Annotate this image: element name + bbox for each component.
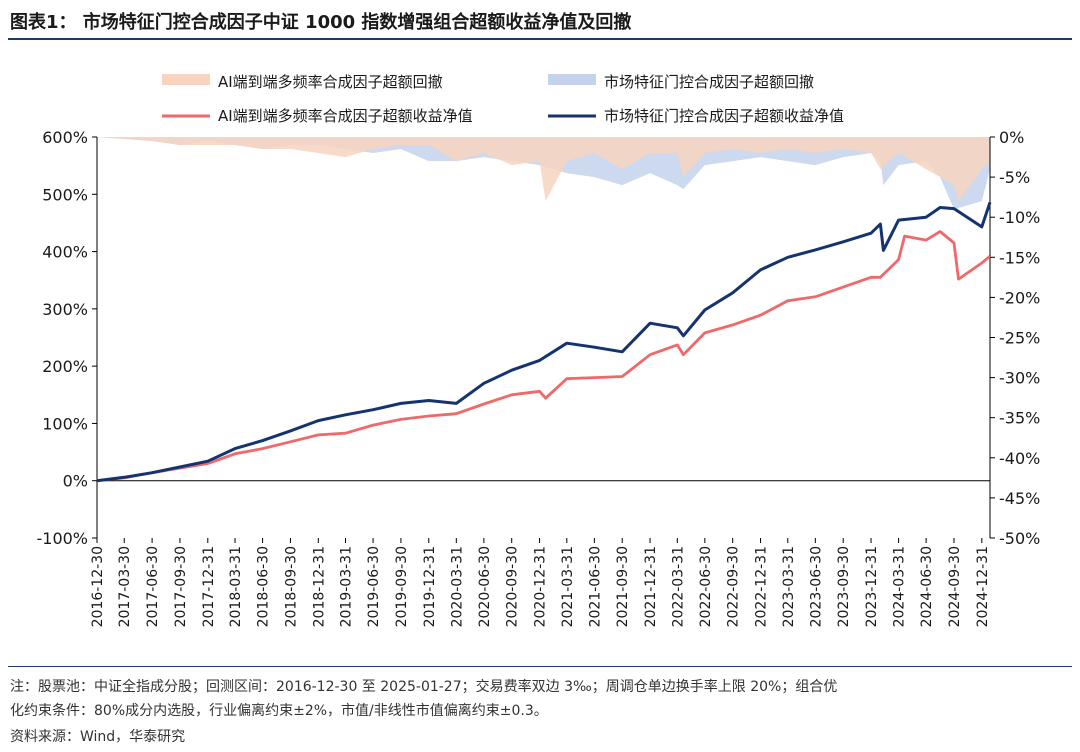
y-right-tick-label: -35%	[999, 409, 1040, 428]
x-tick-label: 2022-12-31	[754, 546, 770, 627]
y-right-tick-label: -25%	[999, 329, 1040, 348]
x-tick-label: 2024-09-30	[947, 546, 963, 627]
x-tick-label: 2020-09-30	[505, 546, 521, 627]
x-tick-label: 2023-12-31	[864, 546, 880, 627]
x-tick-label: 2021-09-30	[615, 546, 631, 627]
x-tick-label: 2020-06-30	[477, 546, 493, 627]
title-rule	[8, 38, 1072, 40]
x-tick-label: 2019-03-31	[339, 546, 355, 627]
chart: AI端到端多频率合成因子超额回撤 市场特征门控合成因子超额回撤 AI端到端多频率…	[36, 73, 1040, 627]
y-right-tick-label: -45%	[999, 489, 1040, 508]
x-tick-label: 2018-09-30	[283, 546, 299, 627]
y-left-tick-label: 300%	[42, 300, 88, 319]
x-tick-label: 2016-12-30	[90, 546, 106, 627]
y-left-tick-label: -100%	[36, 529, 88, 548]
x-tick-label: 2020-03-31	[449, 546, 465, 627]
note-line-1: 注：股票池：中证全指成分股；回测区间：2016-12-30 至 2025-01-…	[10, 679, 838, 695]
x-tick-label: 2024-12-31	[975, 546, 991, 627]
x-tick-label: 2018-06-30	[256, 546, 272, 627]
x-tick-label: 2019-06-30	[366, 546, 382, 627]
figure-title: 图表1： 市场特征门控合成因子中证 1000 指数增强组合超额收益净值及回撤	[10, 12, 632, 33]
x-tick-label: 2023-03-31	[781, 546, 797, 627]
legend-swatch-ai-drawdown	[162, 74, 210, 85]
x-tick-label: 2017-12-31	[201, 546, 217, 627]
x-tick-label: 2023-09-30	[836, 546, 852, 627]
y-right-tick-label: -15%	[999, 248, 1040, 267]
x-tick-label: 2020-12-31	[533, 546, 549, 627]
note-line-2: 化约束条件：80%成分内选股，行业偏离约束±2%，市值/非线性市值偏离约束±0.…	[10, 703, 548, 719]
x-tick-label: 2017-06-30	[145, 546, 161, 627]
y-right-tick-label: -30%	[999, 369, 1040, 388]
legend-swatch-mkt-drawdown	[548, 74, 596, 85]
x-tick-label: 2022-09-30	[726, 546, 742, 627]
legend-label-ai-nav: AI端到端多频率合成因子超额收益净值	[218, 107, 473, 125]
y-left-tick-label: 0%	[63, 472, 88, 491]
x-tick-label: 2017-09-30	[173, 546, 189, 627]
source-note: 资料来源：Wind，华泰研究	[10, 729, 186, 745]
y-left-tick-label: 600%	[42, 128, 88, 147]
x-tick-label: 2017-03-30	[117, 546, 133, 627]
y-left-tick-label: 500%	[42, 185, 88, 204]
mkt-drawdown-area	[97, 137, 990, 210]
x-tick-label: 2022-03-31	[670, 546, 686, 627]
legend-label-ai-drawdown: AI端到端多频率合成因子超额回撤	[218, 73, 443, 91]
x-tick-label: 2023-06-30	[808, 546, 824, 627]
x-tick-label: 2018-03-31	[228, 546, 244, 627]
y-left-tick-label: 100%	[42, 414, 88, 433]
y-right-tick-label: -40%	[999, 449, 1040, 468]
x-tick-label: 2019-09-30	[394, 546, 410, 627]
y-right-tick-label: -50%	[999, 529, 1040, 548]
y-right-tick-label: -10%	[999, 208, 1040, 227]
x-tick-label: 2021-06-30	[587, 546, 603, 627]
y-left-tick-label: 200%	[42, 357, 88, 376]
y-right-tick-label: -20%	[999, 288, 1040, 307]
ai-nav-line	[96, 230, 991, 483]
x-tick-label: 2022-06-30	[698, 546, 714, 627]
x-tick-label: 2021-12-31	[643, 546, 659, 627]
y-left-tick-label: 400%	[42, 243, 88, 262]
legend: AI端到端多频率合成因子超额回撤 市场特征门控合成因子超额回撤 AI端到端多频率…	[162, 73, 844, 125]
x-tick-label: 2019-12-31	[422, 546, 438, 627]
mkt-nav-line	[96, 201, 992, 483]
x-tick-label: 2024-06-30	[919, 546, 935, 627]
y-right-tick-label: 0%	[999, 128, 1024, 147]
ai-drawdown-area	[97, 137, 990, 202]
legend-label-mkt-drawdown: 市场特征门控合成因子超额回撤	[604, 73, 814, 91]
x-tick-label: 2021-03-31	[560, 546, 576, 627]
note-rule	[8, 666, 1072, 667]
x-tick-label: 2024-03-31	[892, 546, 908, 627]
x-tick-label: 2018-12-31	[311, 546, 327, 627]
legend-label-mkt-nav: 市场特征门控合成因子超额收益净值	[604, 107, 844, 125]
y-right-tick-label: -5%	[999, 168, 1030, 187]
